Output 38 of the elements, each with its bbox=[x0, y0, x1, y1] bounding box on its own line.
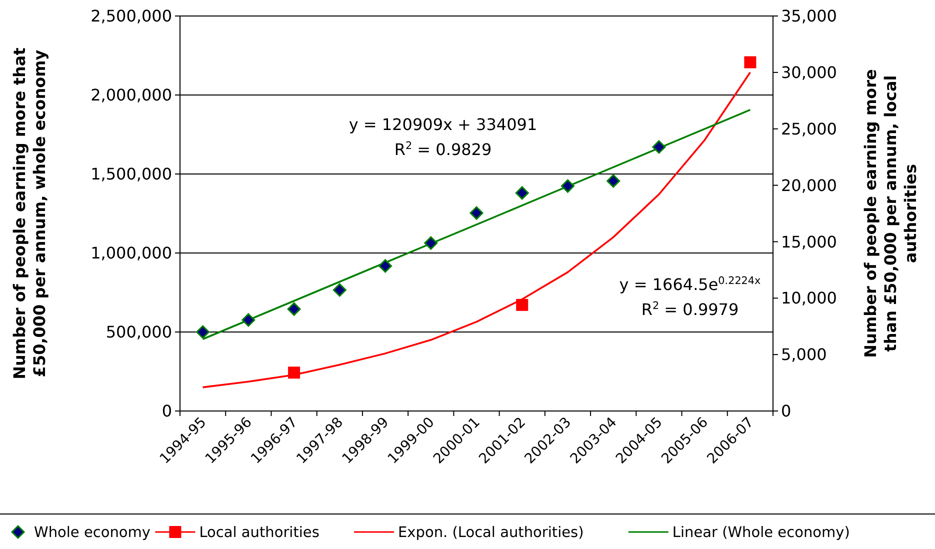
point bbox=[516, 298, 528, 311]
point bbox=[470, 206, 484, 220]
y-axis-title: Number of people earning more that £50,000 per annum, whole economy bbox=[10, 47, 49, 380]
legend-label: Whole economy bbox=[34, 525, 151, 541]
y-tick-label: 0 bbox=[162, 402, 172, 421]
y-tick-label: 1,000,000 bbox=[90, 244, 172, 263]
legend-label: Expon. (Local authorities) bbox=[398, 525, 584, 541]
y2-tick-label: 0 bbox=[781, 402, 792, 421]
point bbox=[606, 174, 620, 188]
y2-tick-label: 10,000 bbox=[781, 288, 837, 308]
annotation: R$^{2}$ = 0.9829 bbox=[394, 140, 492, 159]
legend-label: Local authorities bbox=[199, 525, 320, 541]
y2-tick-label: 5,000 bbox=[781, 345, 827, 364]
y2-tick-label: 35,000 bbox=[781, 6, 837, 26]
y-tick-label: 1,500,000 bbox=[90, 164, 172, 184]
y2-tick-label: 30,000 bbox=[781, 63, 837, 82]
point bbox=[424, 236, 438, 250]
annotation: y = 1664.5e$^{0.2224x}$ bbox=[619, 275, 761, 294]
point bbox=[560, 179, 574, 193]
y-tick-label: 2,500,000 bbox=[90, 6, 172, 26]
point bbox=[287, 302, 301, 316]
y-tick-label: 500,000 bbox=[106, 322, 172, 342]
point bbox=[515, 186, 529, 200]
legend-label: Linear (Whole economy) bbox=[672, 525, 850, 541]
y-tick-label: 2,000,000 bbox=[90, 86, 172, 105]
annotation: R$^{2}$ = 0.9979 bbox=[641, 300, 739, 319]
point bbox=[288, 366, 300, 379]
y2-axis-title: Number of people earning more than £50,000 per annum, local authorities bbox=[861, 69, 920, 358]
y2-tick-label: 20,000 bbox=[781, 176, 837, 195]
annotation: y = 120909x + 334091 bbox=[348, 115, 538, 134]
point bbox=[744, 56, 756, 68]
point bbox=[652, 140, 666, 154]
point bbox=[196, 325, 210, 339]
point bbox=[242, 313, 256, 327]
point bbox=[332, 283, 346, 297]
point bbox=[378, 259, 392, 273]
y2-tick-label: 15,000 bbox=[781, 232, 837, 252]
y2-tick-label: 25,000 bbox=[781, 119, 837, 138]
